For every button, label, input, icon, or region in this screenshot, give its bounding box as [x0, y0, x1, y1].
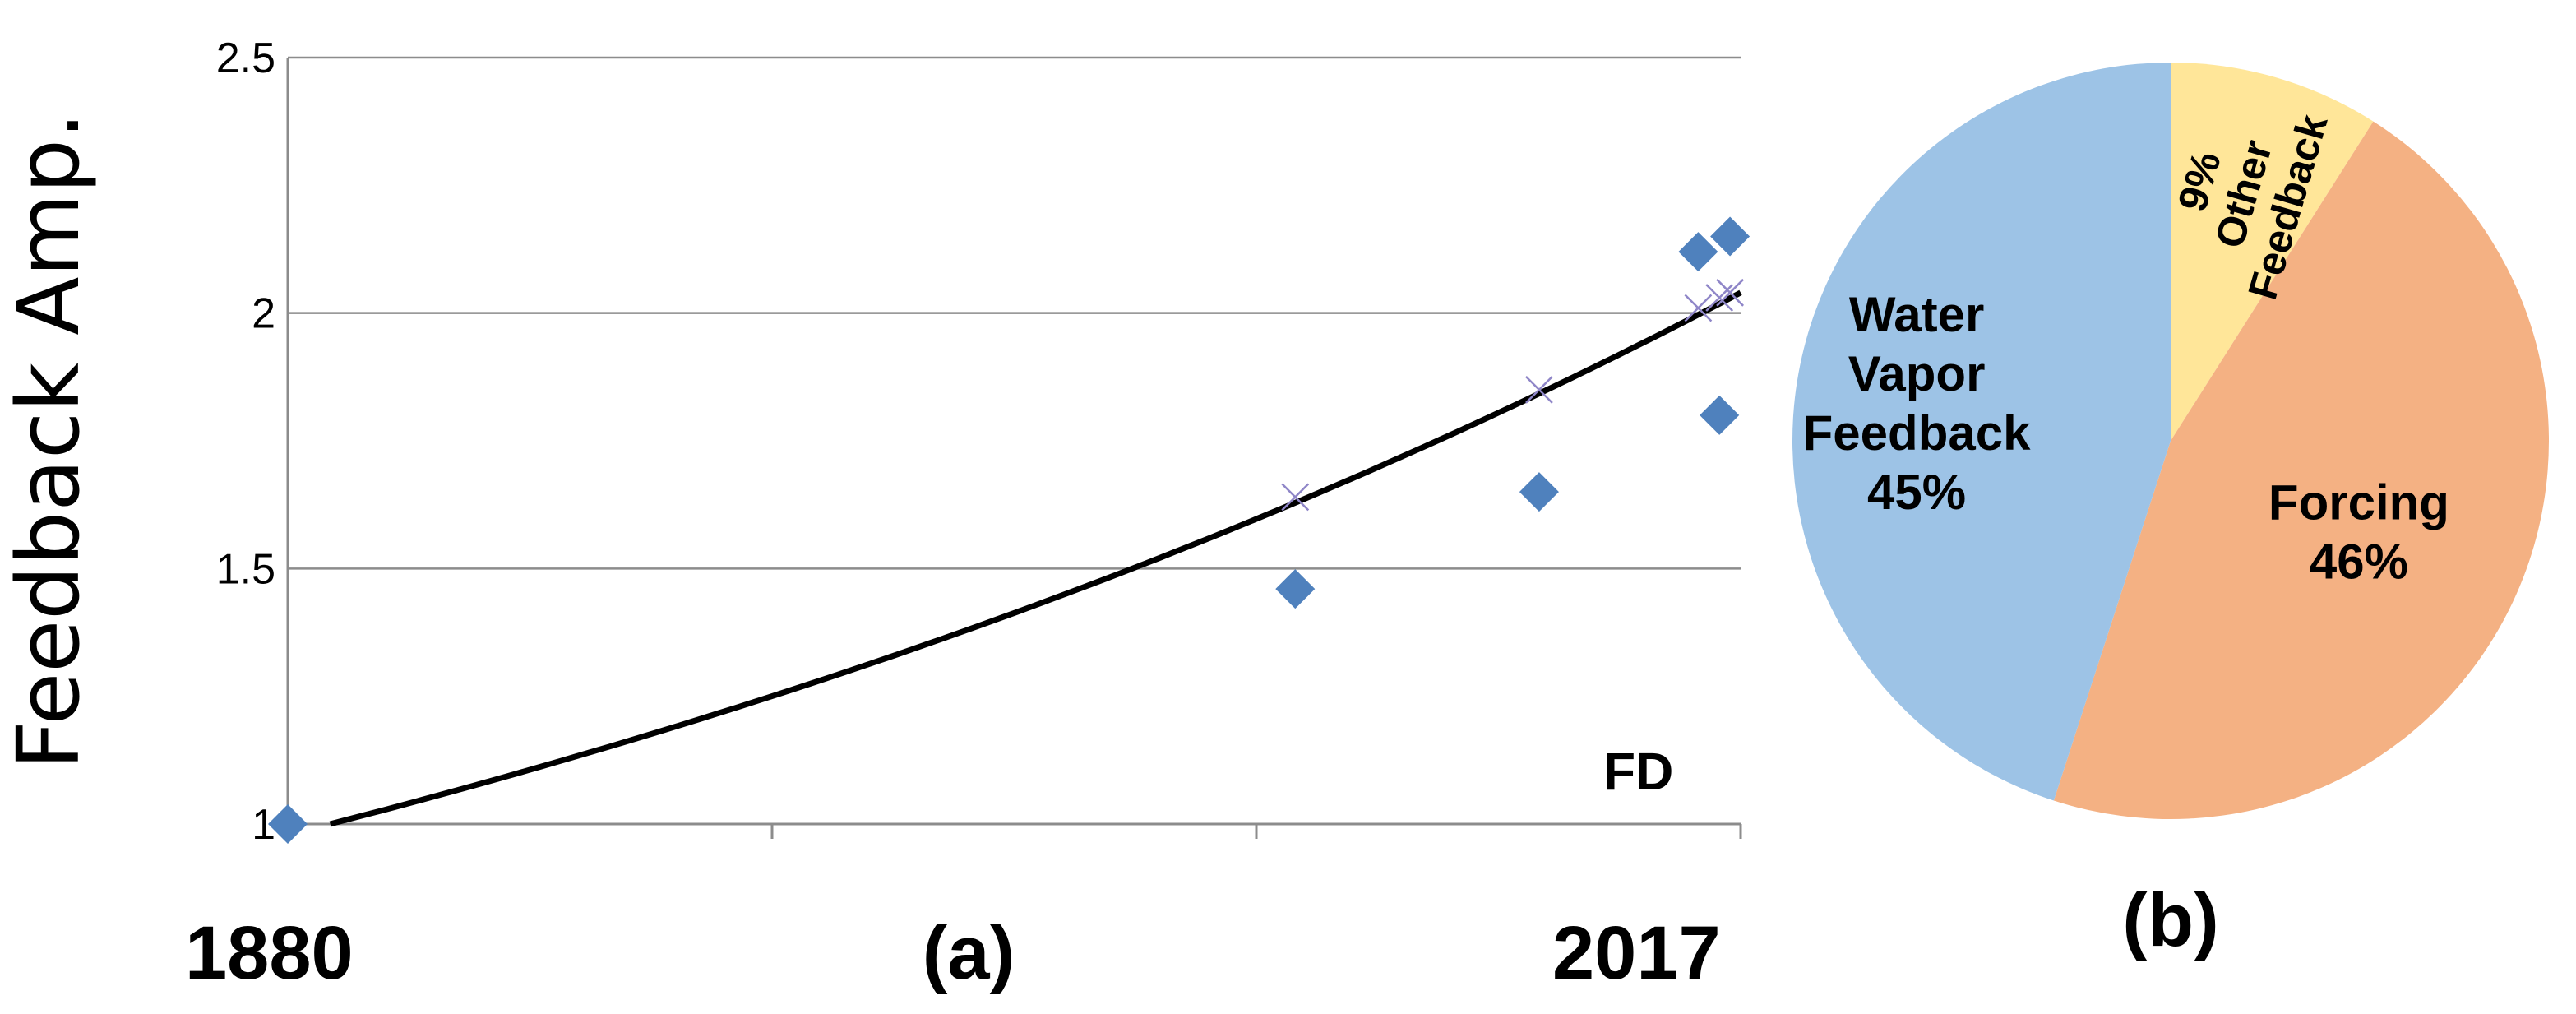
- pie-label-line: 45%: [1867, 465, 1966, 520]
- pie-label-line: Vapor: [1848, 346, 1986, 401]
- data-point: [1700, 395, 1740, 435]
- pie-slice: [1792, 63, 2171, 801]
- fd-annotation: FD: [1603, 742, 1673, 801]
- cross-marker: [1705, 284, 1734, 312]
- pie-slice: [2171, 63, 2374, 441]
- diamond-markers: [268, 216, 1750, 844]
- cross-marker: [1716, 278, 1744, 307]
- grid: [288, 56, 1741, 570]
- panel-label-a: (a): [923, 911, 1015, 995]
- y-tick-label: 1.5: [216, 545, 275, 593]
- y-tick-label: 2.5: [216, 35, 275, 82]
- x-tick-marks: [286, 824, 1742, 839]
- scatter-panel: 11.522.5 Feedback Amp. 1880 2017 (a) FD: [0, 35, 1750, 995]
- y-tick-label: 2: [252, 290, 275, 338]
- pie-label-line: 46%: [2310, 534, 2408, 589]
- panel-label-b: (b): [2122, 878, 2218, 962]
- x-tick-label-start: 1880: [185, 911, 354, 995]
- data-point: [268, 804, 308, 844]
- pie-label-line: Feedback: [1803, 405, 2031, 461]
- pie-label-line: Forcing: [2268, 475, 2449, 530]
- data-point: [1275, 569, 1316, 609]
- pie-slices: [1792, 63, 2549, 819]
- x-tick-label-end: 2017: [1552, 911, 1721, 995]
- pie-label-line: Water: [1849, 287, 1984, 342]
- cross-markers: [1281, 278, 1744, 512]
- pie-slice: [2053, 121, 2549, 819]
- trend-line: [329, 289, 1742, 827]
- data-point: [1678, 232, 1718, 272]
- y-tick-labels: 11.522.5: [216, 35, 275, 849]
- data-point: [1519, 472, 1559, 512]
- y-axis-label: Feedback Amp.: [0, 112, 99, 770]
- cross-marker: [1525, 375, 1553, 404]
- cross-marker: [1684, 294, 1713, 322]
- pie-panel: 9%OtherFeedbackForcing46%WaterVaporFeedb…: [1792, 63, 2549, 962]
- data-point: [1710, 216, 1750, 257]
- cross-marker: [1281, 483, 1310, 512]
